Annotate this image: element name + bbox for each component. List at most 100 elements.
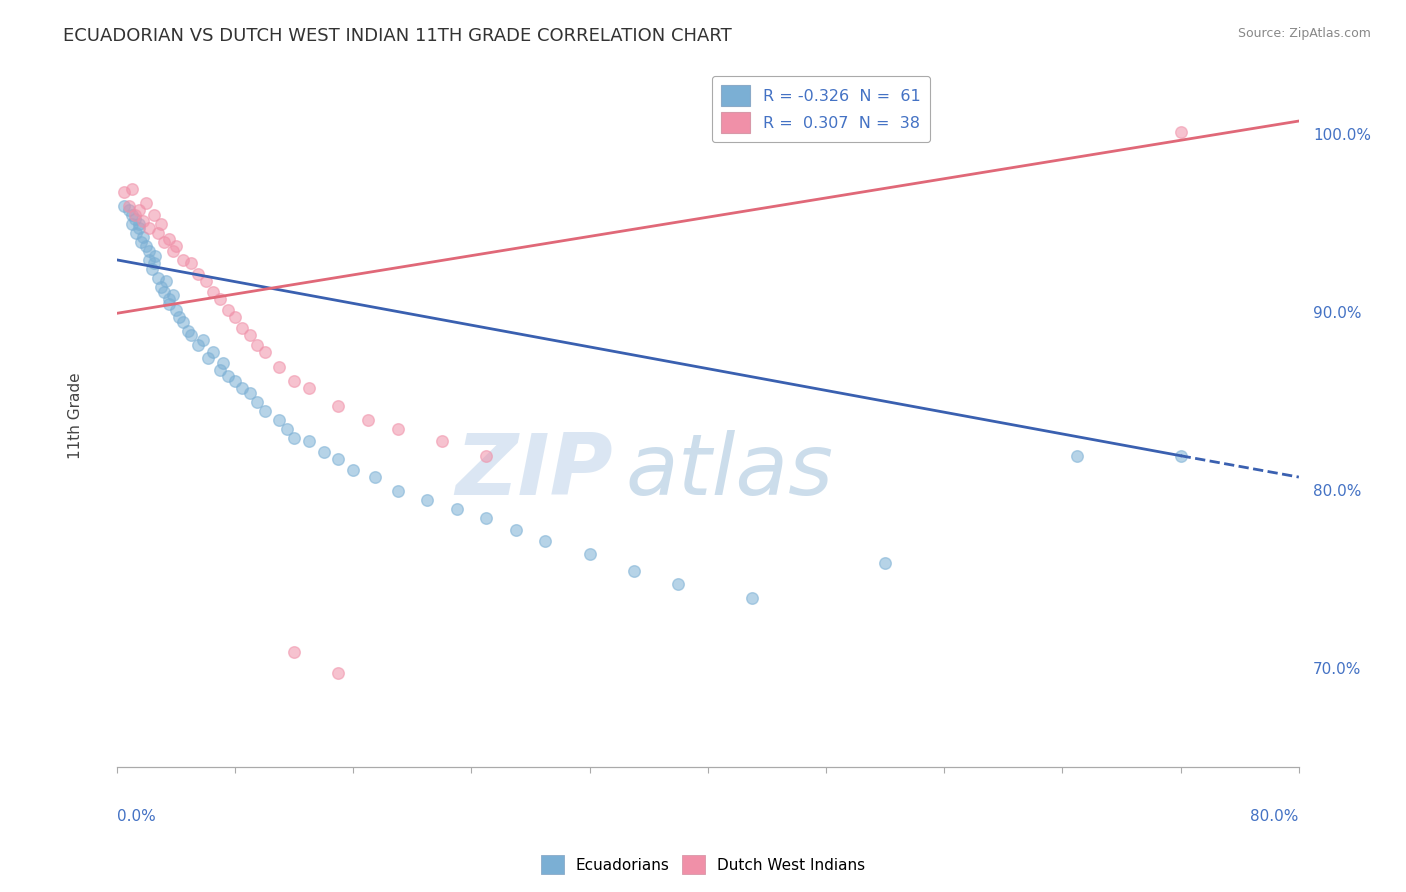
Point — [157, 231, 180, 245]
Point — [142, 256, 165, 270]
Point — [165, 238, 187, 252]
Text: 80.0%: 80.0% — [1250, 809, 1299, 824]
Point — [217, 368, 239, 383]
Point — [298, 381, 321, 395]
Point — [172, 315, 194, 329]
Text: 70.0%: 70.0% — [1313, 662, 1361, 677]
Point — [224, 374, 246, 388]
Point — [623, 565, 645, 579]
Point — [666, 577, 689, 591]
Point — [124, 208, 146, 222]
Text: 80.0%: 80.0% — [1313, 483, 1361, 499]
Point — [138, 244, 160, 258]
Point — [162, 244, 184, 258]
Point — [167, 310, 190, 324]
Point — [328, 399, 350, 413]
Point — [135, 195, 157, 210]
Point — [180, 327, 202, 342]
Point — [118, 202, 141, 217]
Point — [191, 333, 214, 347]
Text: 100.0%: 100.0% — [1313, 128, 1371, 143]
Point — [239, 327, 262, 342]
Point — [1066, 449, 1088, 463]
Point — [121, 182, 143, 196]
Point — [138, 220, 160, 235]
Text: ZIP: ZIP — [456, 431, 613, 514]
Point — [416, 493, 439, 508]
Point — [162, 288, 184, 302]
Point — [364, 470, 387, 484]
Text: 11th Grade: 11th Grade — [67, 372, 83, 459]
Point — [180, 256, 202, 270]
Text: Source: ZipAtlas.com: Source: ZipAtlas.com — [1237, 27, 1371, 40]
Point — [143, 249, 166, 263]
Point — [142, 208, 165, 222]
Point — [212, 356, 235, 370]
Point — [121, 208, 143, 222]
Point — [253, 404, 276, 418]
Point — [209, 363, 232, 377]
Point — [172, 252, 194, 267]
Point — [153, 285, 176, 299]
Point — [269, 413, 291, 427]
Point — [387, 484, 409, 499]
Point — [246, 338, 269, 352]
Point — [153, 235, 176, 249]
Point — [141, 261, 163, 276]
Point — [298, 434, 321, 449]
Point — [231, 381, 253, 395]
Text: atlas: atlas — [626, 431, 834, 514]
Point — [328, 665, 350, 680]
Point — [118, 199, 141, 213]
Point — [112, 186, 135, 200]
Point — [194, 274, 217, 288]
Point — [283, 431, 305, 445]
Point — [209, 292, 232, 306]
Point — [475, 449, 498, 463]
Point — [534, 534, 557, 549]
Point — [276, 422, 298, 436]
Point — [357, 413, 380, 427]
Point — [239, 386, 262, 401]
Point — [475, 511, 498, 525]
Point — [157, 297, 180, 311]
Point — [1170, 125, 1192, 139]
Point — [187, 338, 209, 352]
Point — [342, 463, 364, 477]
Point — [124, 211, 146, 226]
Point — [201, 345, 224, 359]
Point — [125, 226, 148, 240]
Point — [150, 279, 173, 293]
Point — [197, 351, 219, 365]
Point — [128, 217, 150, 231]
Text: 90.0%: 90.0% — [1313, 306, 1361, 321]
Text: 0.0%: 0.0% — [117, 809, 156, 824]
Point — [269, 359, 291, 374]
Point — [224, 310, 246, 324]
Point — [246, 395, 269, 409]
Point — [875, 556, 897, 570]
Point — [283, 374, 305, 388]
Point — [328, 452, 350, 467]
Legend: Ecuadorians, Dutch West Indians: Ecuadorians, Dutch West Indians — [534, 849, 872, 880]
Point — [155, 274, 177, 288]
Point — [1170, 449, 1192, 463]
Point — [283, 644, 305, 658]
Point — [387, 422, 409, 436]
Point — [446, 502, 468, 516]
Point — [135, 238, 157, 252]
Point — [128, 220, 150, 235]
Point — [138, 252, 160, 267]
Point — [132, 213, 155, 227]
Point — [741, 591, 763, 606]
Point — [128, 202, 150, 217]
Point — [157, 292, 180, 306]
Point — [231, 320, 253, 334]
Point — [201, 285, 224, 299]
Point — [505, 524, 527, 538]
Point — [177, 324, 200, 338]
Point — [578, 547, 600, 561]
Point — [253, 345, 276, 359]
Point — [121, 217, 143, 231]
Point — [112, 199, 135, 213]
